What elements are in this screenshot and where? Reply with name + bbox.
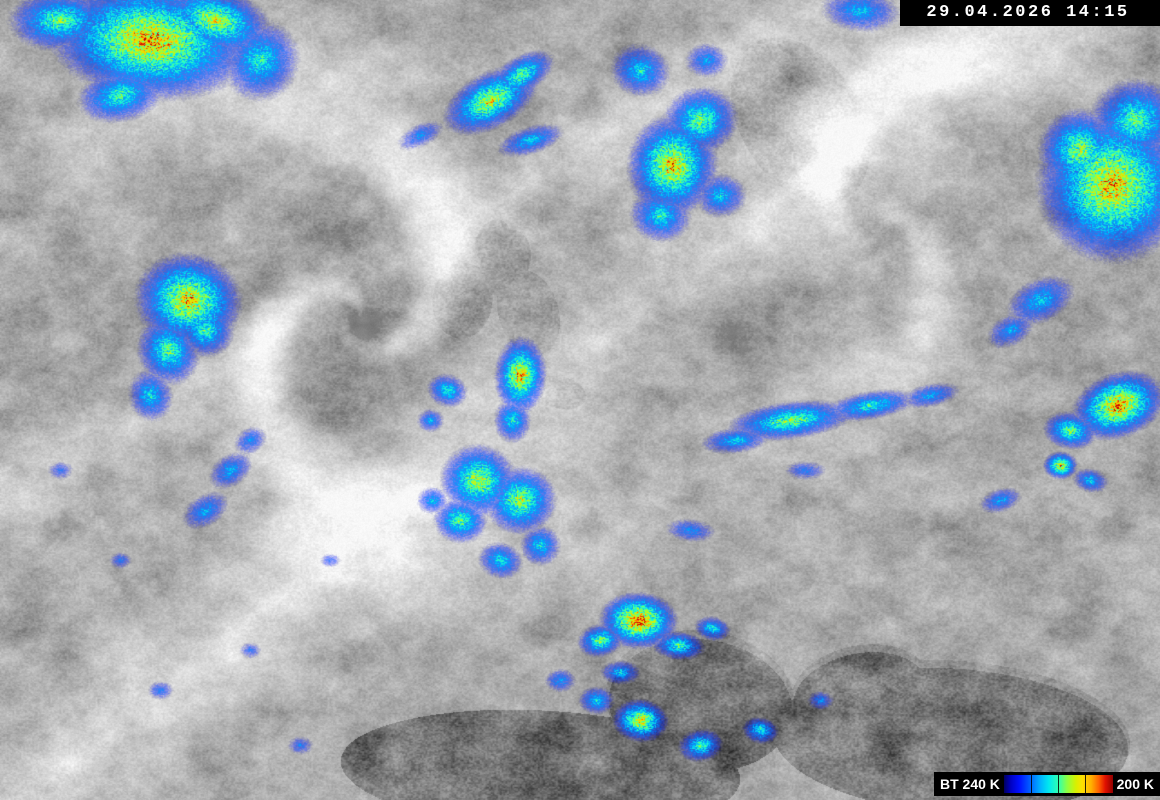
legend-max-label: 200 K [1116,776,1154,792]
legend-tick-2 [1058,775,1060,793]
bt-color-scale-legend: BT 240 K 200 K [934,772,1160,796]
legend-gradient-bar [1003,775,1113,793]
legend-min-label: BT 240 K [940,776,1000,792]
timestamp-overlay: 29.04.2026 14:15 [900,0,1160,26]
legend-tick-1 [1031,775,1033,793]
legend-tick-3 [1085,775,1087,793]
